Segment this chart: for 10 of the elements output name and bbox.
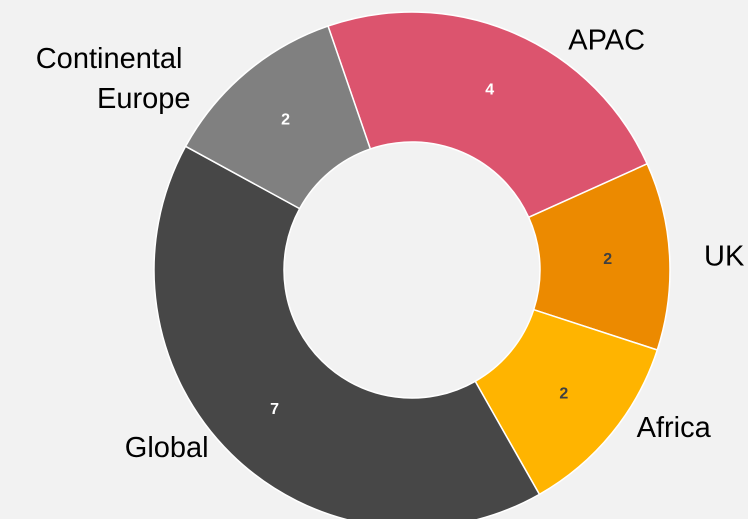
data-label: 2 xyxy=(603,250,612,268)
data-label: 2 xyxy=(281,112,290,129)
slice-label: Africa xyxy=(636,412,712,444)
data-label: 2 xyxy=(559,385,568,402)
data-label: 7 xyxy=(270,401,280,418)
slice-label: APAC xyxy=(568,24,646,56)
slice-label: Global xyxy=(124,432,209,464)
data-label: 4 xyxy=(485,82,494,99)
slice-label: UK xyxy=(704,240,745,272)
slice-label: Continental Europe xyxy=(36,42,191,115)
